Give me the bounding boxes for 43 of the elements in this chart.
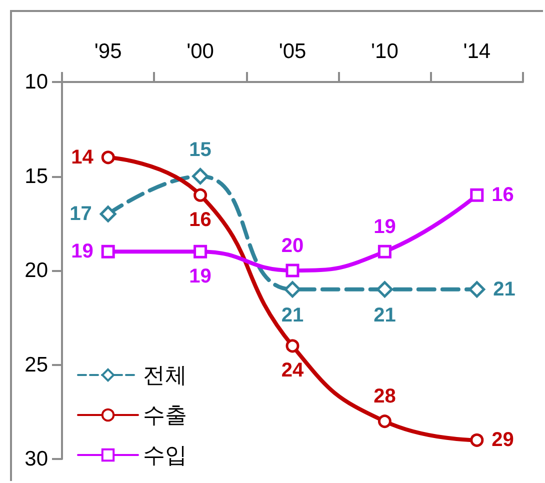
point: [376, 281, 393, 298]
data-label: 16: [492, 184, 514, 206]
data-label: 16: [189, 208, 212, 231]
point: [284, 281, 301, 298]
data-label: 20: [281, 234, 304, 257]
data-label: 19: [189, 265, 212, 288]
point: [378, 244, 392, 258]
x-tick-label: '95: [94, 40, 122, 63]
data-label: 24: [281, 360, 304, 382]
legend-label: 수출: [143, 402, 187, 428]
legend-label: 전체: [143, 362, 187, 388]
data-label: 17: [70, 202, 92, 225]
data-label: 21: [493, 278, 516, 300]
point: [101, 244, 115, 258]
data-label: 19: [71, 240, 94, 263]
point: [194, 244, 208, 258]
x-tick-label: '05: [278, 40, 306, 63]
point: [100, 206, 116, 222]
point: [378, 414, 392, 428]
legend-label: 수입: [143, 442, 187, 468]
y-tick-label: 20: [24, 259, 48, 282]
x-tick-label: '10: [371, 40, 398, 63]
point: [470, 188, 484, 202]
y-tick-label: 30: [24, 448, 48, 470]
data-label: 21: [374, 304, 396, 327]
data-label: 29: [492, 429, 514, 452]
point: [470, 433, 484, 447]
data-label: 28: [374, 386, 396, 408]
y-tick-label: 15: [24, 164, 48, 188]
point: [101, 150, 115, 164]
data-label: 21: [281, 304, 304, 327]
point: [286, 339, 300, 353]
y-tick-label: 10: [24, 70, 48, 94]
x-tick-label: '14: [463, 40, 491, 63]
data-label: 19: [374, 216, 396, 238]
point: [192, 168, 209, 184]
data-label: 14: [71, 146, 94, 168]
data-label: 15: [189, 139, 212, 161]
point: [468, 281, 486, 298]
x-tick-label: '00: [186, 40, 214, 63]
point: [194, 188, 208, 202]
point: [286, 264, 300, 278]
y-tick-label: 25: [24, 353, 48, 376]
